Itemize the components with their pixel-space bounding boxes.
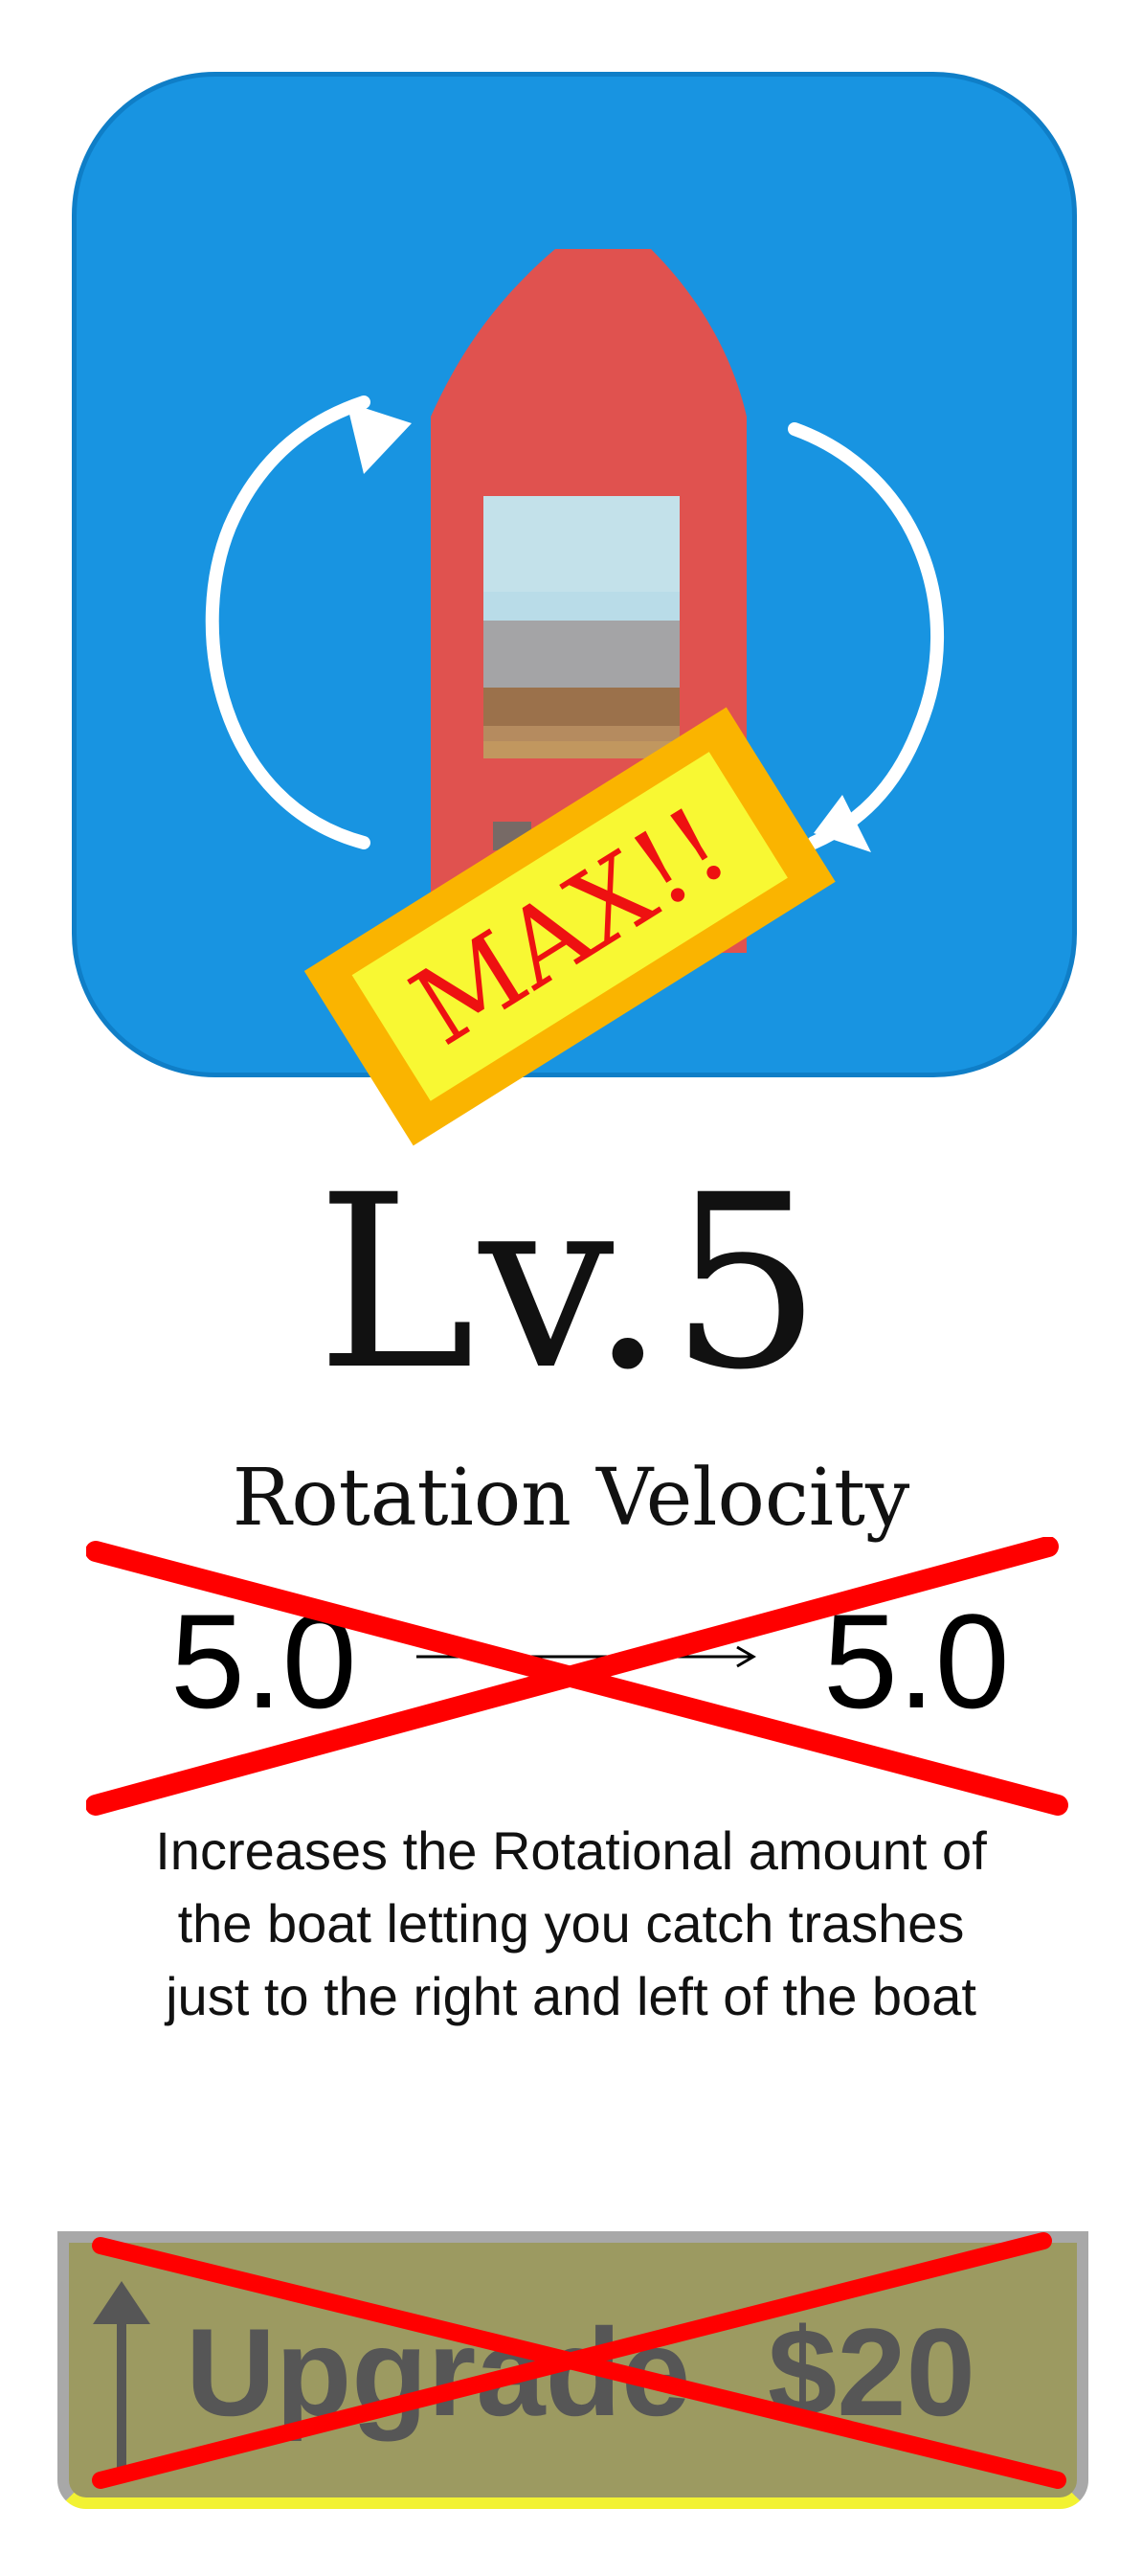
- upgrade-description: Increases the Rotational amount of the b…: [155, 1820, 987, 2026]
- stat-next-value: 5.0: [823, 1586, 1010, 1736]
- rotate-arrows-icon: [205, 395, 944, 849]
- upgrade-button[interactable]: Upgrade $20: [57, 2231, 1088, 2509]
- level-label: Lv.5: [316, 1143, 826, 1422]
- upgrade-label: Upgrade: [186, 2302, 691, 2442]
- stat-current-value: 5.0: [170, 1586, 357, 1736]
- right-arrow-icon: [416, 1645, 756, 1668]
- stat-name: Rotation Velocity: [232, 1453, 910, 1544]
- upgrade-icon-card: MAX!!: [72, 72, 1077, 1146]
- upgrade-price: $20: [768, 2302, 975, 2442]
- up-arrow-icon: [93, 2281, 150, 2477]
